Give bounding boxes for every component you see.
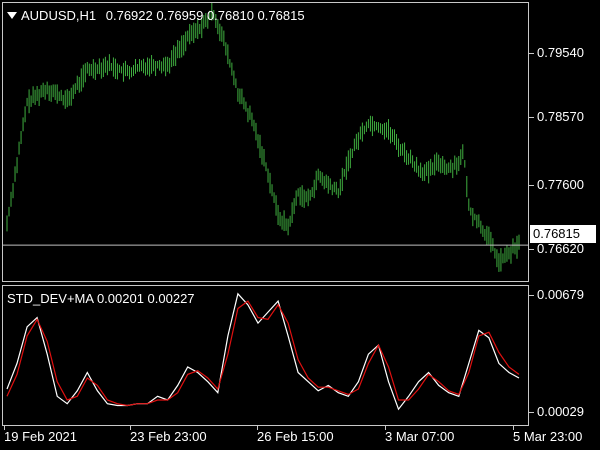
price-axis-tick xyxy=(529,185,534,186)
time-axis-label: 23 Feb 23:00 xyxy=(130,429,207,444)
moving-average-line xyxy=(6,300,520,407)
price-axis-tick xyxy=(529,53,534,54)
price-axis-tick xyxy=(529,249,534,250)
indicator-axis-tick xyxy=(529,295,534,296)
time-axis-tick xyxy=(385,426,386,430)
indicator-pane[interactable]: STD_DEV+MA 0.00201 0.00227 xyxy=(2,285,529,426)
time-axis-label: 26 Feb 15:00 xyxy=(257,429,334,444)
price-axis-label: 0.79540 xyxy=(537,45,584,60)
indicator-axis-label-bottom: 0.00029 xyxy=(537,404,584,419)
price-axis-tick xyxy=(529,117,534,118)
current-price-badge: 0.76815 xyxy=(530,225,596,243)
time-axis-label: 19 Feb 2021 xyxy=(4,429,78,444)
price-chart-plot xyxy=(3,3,528,272)
time-axis-tick xyxy=(4,426,5,430)
price-axis-label: 0.76620 xyxy=(537,241,584,256)
symbol-label: AUDUSD,H1 xyxy=(21,8,97,23)
time-axis-tick xyxy=(513,426,514,430)
time-axis-tick xyxy=(130,426,131,430)
price-chart-pane[interactable]: AUDUSD,H1 0.76922 0.76959 0.76810 0.7681… xyxy=(2,2,529,282)
time-axis-label: 5 Mar 23:00 xyxy=(513,429,583,444)
time-axis-tick xyxy=(257,426,258,430)
ohlc-values: 0.76922 0.76959 0.76810 0.76815 xyxy=(105,8,305,23)
price-chart-header: AUDUSD,H1 0.76922 0.76959 0.76810 0.7681… xyxy=(7,8,305,23)
dropdown-triangle-icon[interactable] xyxy=(7,12,17,19)
indicator-axis-tick xyxy=(529,412,534,413)
indicator-plot xyxy=(6,292,520,411)
price-axis-label: 0.78570 xyxy=(537,109,584,124)
indicator-title: STD_DEV+MA 0.00201 0.00227 xyxy=(7,291,195,306)
time-axis-label: 3 Mar 07:00 xyxy=(385,429,455,444)
indicator-axis-label-top: 0.00679 xyxy=(537,287,584,302)
price-axis-label: 0.77600 xyxy=(537,177,584,192)
std-dev-line xyxy=(6,292,520,411)
